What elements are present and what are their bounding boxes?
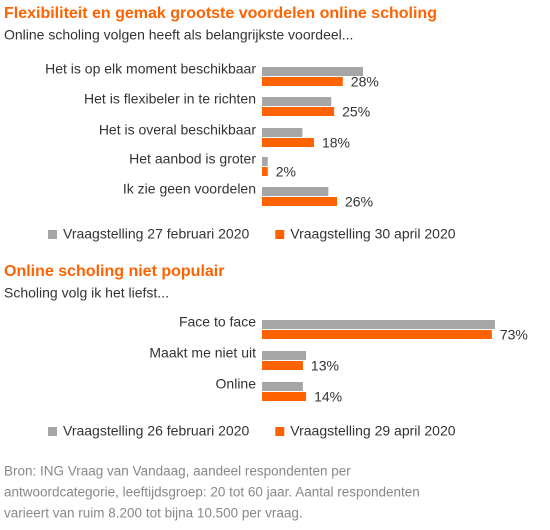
category-label: Ik zie geen voordelen — [123, 181, 256, 197]
bar — [262, 197, 338, 206]
bar — [262, 97, 332, 106]
bar — [262, 351, 307, 360]
bar — [262, 128, 303, 137]
legend-swatch — [275, 427, 285, 436]
legend-swatch — [48, 427, 57, 436]
value-label: 14% — [314, 389, 342, 405]
bar — [262, 157, 268, 166]
legend-swatch — [48, 230, 57, 239]
bar — [262, 107, 335, 116]
category-label: Face to face — [179, 314, 256, 330]
bar — [262, 392, 307, 401]
chart-title: Flexibiliteit en gemak grootste voordele… — [4, 5, 437, 22]
legend-swatch — [275, 230, 285, 239]
bar — [262, 77, 343, 86]
legend-label: Vraagstelling 30 april 2020 — [290, 226, 455, 242]
legend-label: Vraagstelling 26 februari 2020 — [63, 423, 249, 439]
bar — [262, 361, 303, 370]
legend-label: Vraagstelling 29 april 2020 — [290, 423, 455, 439]
bar — [262, 320, 495, 329]
value-label: 13% — [311, 358, 339, 374]
value-label: 26% — [345, 194, 373, 210]
value-label: 2% — [276, 164, 296, 180]
category-label: Online — [216, 376, 257, 392]
legend-label: Vraagstelling 27 februari 2020 — [63, 226, 249, 242]
value-label: 25% — [342, 104, 370, 120]
source-line: Bron: ING Vraag van Vandaag, aandeel res… — [4, 464, 351, 479]
value-label: 18% — [322, 135, 350, 151]
source-line: varieert van ruim 8.200 tot bijna 10.500… — [4, 506, 303, 521]
chart-subtitle: Online scholing volgen heeft als belangr… — [4, 27, 353, 43]
source-line: antwoordcategorie, leeftijdsgroep: 20 to… — [4, 485, 420, 500]
chart-title: Online scholing niet populair — [4, 263, 224, 280]
bar — [262, 167, 268, 176]
bar — [262, 330, 492, 339]
value-label: 28% — [351, 74, 379, 90]
bar — [262, 187, 329, 196]
bar — [262, 382, 303, 391]
bar — [262, 138, 314, 147]
value-label: 73% — [500, 327, 528, 343]
bar — [262, 67, 363, 76]
category-label: Het is flexibeler in te richten — [84, 91, 256, 107]
category-label: Het is op elk moment beschikbaar — [45, 61, 256, 77]
chart-subtitle: Scholing volg ik het liefst... — [4, 285, 169, 301]
category-label: Het is overal beschikbaar — [99, 122, 257, 138]
category-label: Het aanbod is groter — [129, 151, 256, 167]
category-label: Maakt me niet uit — [149, 345, 256, 361]
